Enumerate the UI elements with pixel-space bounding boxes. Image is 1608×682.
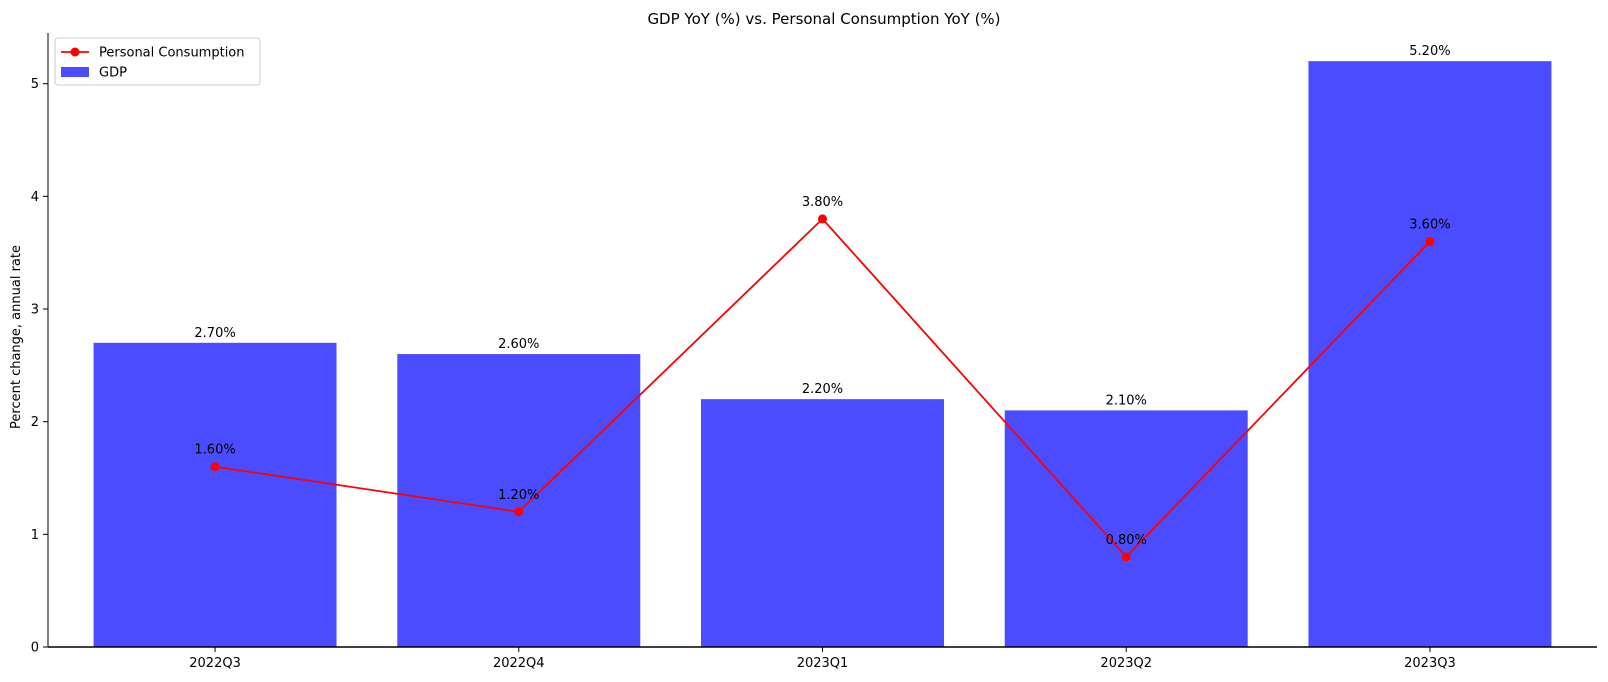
personal-consumption-label-2022q3: 1.60% [194,443,235,458]
personal-consumption-label-2023q1: 3.80% [802,195,843,210]
legend-label-personal-consumption: Personal Consumption [99,46,245,61]
legend: Personal Consumption GDP [54,37,261,86]
personal-consumption-point-2023q2 [1121,552,1131,562]
x-tick-label-2023q3: 2023Q3 [1404,656,1456,671]
x-tick-label-2023q2: 2023Q2 [1100,656,1152,671]
gdp-bar-2023q1 [701,399,944,647]
gdp-bar-2022q3 [93,342,337,647]
personal-consumption-point-2022q4 [514,507,524,517]
gdp-bar-label-2023q1: 2.20% [802,382,843,397]
axes-layer: 0 1 2 3 4 5 2022Q3 2022Q4 2023Q1 2023Q2 2023Q3 [31,33,1597,671]
gdp-bar-label-2023q2: 2.10% [1106,393,1147,408]
y-tick-label-3: 3 [31,303,39,318]
labels-layer: 2.70% 2.60% 2.20% 2.10% 5.20% 1.60% 1.20% 3.80%… [194,44,1450,548]
gdp-bar-label-2023q3: 5.20% [1409,44,1450,59]
y-tick-label-1: 1 [31,528,39,543]
x-tick-label-2023q1: 2023Q1 [797,656,849,671]
y-tick-label-0: 0 [31,641,39,656]
gdp-bar-2023q2 [1004,410,1248,647]
personal-consumption-point-2022q3 [210,462,220,472]
legend-bar-swatch [61,67,89,77]
gdp-bar-2023q3 [1308,61,1552,647]
gdp-bar-label-2022q4: 2.60% [498,337,539,352]
legend-box [54,37,261,86]
legend-marker-swatch [70,47,80,57]
personal-consumption-point-2023q1 [818,214,827,224]
personal-consumption-label-2022q4: 1.20% [498,488,539,503]
personal-consumption-label-2023q2: 0.80% [1106,533,1147,548]
personal-consumption-point-2023q3 [1425,236,1435,246]
chart-title: GDP YoY (%) vs. Personal Consumption YoY… [647,10,1000,28]
y-tick-label-2: 2 [31,415,39,430]
y-axis-label: Percent change, annual rate [9,245,24,429]
personal-consumption-label-2023q3: 3.60% [1409,217,1450,232]
y-tick-label-4: 4 [31,190,39,205]
y-tick-label-5: 5 [31,77,39,92]
bars-layer [93,61,1552,647]
x-tick-label-2022q4: 2022Q4 [493,656,545,671]
gdp-bar-label-2022q3: 2.70% [194,326,235,341]
x-tick-label-2022q3: 2022Q3 [189,656,241,671]
line-layer [210,214,1435,562]
legend-label-gdp: GDP [99,66,127,81]
